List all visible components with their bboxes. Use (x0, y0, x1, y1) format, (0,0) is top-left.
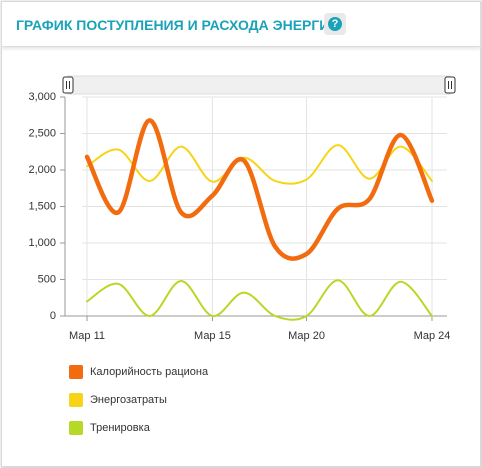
legend-swatch (69, 365, 83, 379)
series-line (86, 279, 433, 321)
legend-swatch (69, 393, 83, 407)
scrollbar[interactable] (67, 75, 451, 95)
legend-label: Калорийность рациона (90, 366, 209, 378)
legend-label: Тренировка (90, 422, 151, 434)
x-tick-label: Мар 11 (69, 330, 105, 342)
y-tick-label: 3,000 (28, 91, 56, 103)
legend-swatch (69, 421, 83, 435)
y-tick-label: 0 (50, 310, 56, 322)
y-tick-label: 500 (38, 273, 56, 285)
legend-label: Энергозатраты (90, 394, 167, 406)
series-line (84, 118, 435, 261)
header: ГРАФИК ПОСТУПЛЕНИЯ И РАСХОДА ЭНЕРГИИ ? (2, 2, 480, 47)
y-tick-label: 2,000 (28, 164, 56, 176)
y-tick-label: 1,500 (28, 200, 56, 212)
header-title: ГРАФИК ПОСТУПЛЕНИЯ И РАСХОДА ЭНЕРГИИ (16, 17, 340, 33)
x-tick-label: Мар 15 (194, 330, 231, 342)
x-tick-label: Мар 20 (288, 330, 325, 342)
scroll-handle[interactable] (444, 76, 456, 94)
y-tick-label: 2,500 (28, 127, 56, 139)
x-tick-label: Мар 24 (414, 330, 451, 342)
series-line (86, 144, 433, 185)
y-tick-label: 1,000 (28, 237, 56, 249)
scroll-handle[interactable] (62, 76, 74, 94)
help-button[interactable]: ? (324, 13, 346, 35)
